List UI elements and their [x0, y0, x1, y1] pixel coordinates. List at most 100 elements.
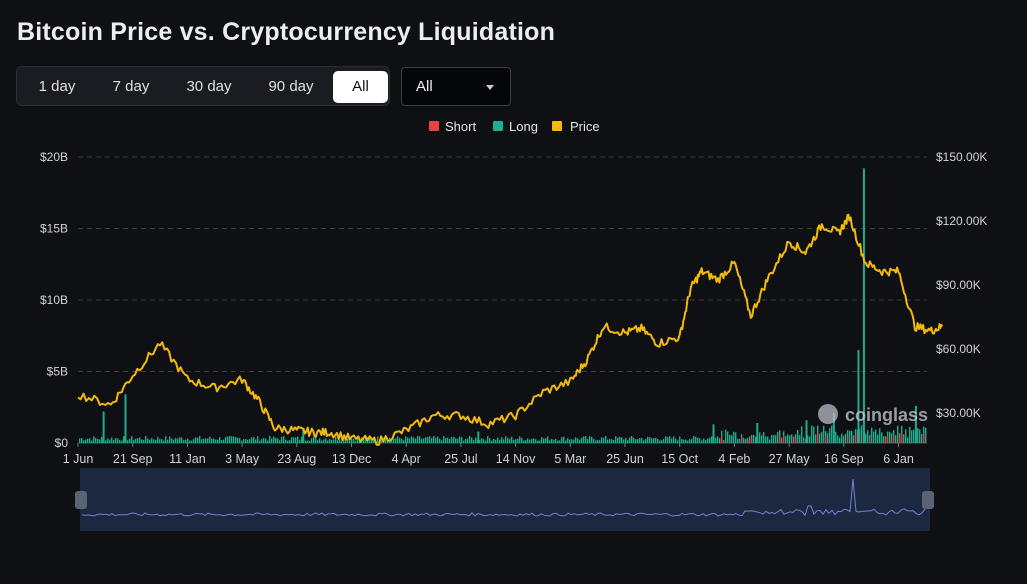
- liquidation-bar: [839, 437, 841, 443]
- liquidation-bar: [425, 437, 427, 443]
- liquidation-bar: [101, 436, 103, 443]
- liquidation-bar: [343, 437, 345, 443]
- liquidation-bar: [345, 440, 347, 443]
- liquidation-bar: [551, 438, 553, 443]
- liquidation-spike: [862, 168, 865, 443]
- liquidation-bar: [669, 436, 671, 443]
- liquidation-bar: [135, 438, 137, 443]
- short-liquidation-bar: [749, 439, 751, 443]
- liquidation-bar: [149, 439, 151, 443]
- liquidation-bar: [111, 437, 113, 443]
- liquidation-bar: [875, 429, 877, 443]
- price-line: [77, 213, 944, 446]
- liquidation-bar: [553, 439, 555, 443]
- liquidation-bar: [201, 439, 203, 443]
- liquidation-bar: [241, 440, 243, 443]
- liquidation-bar: [811, 425, 813, 443]
- liquidation-spike: [805, 420, 808, 443]
- liquidation-bar: [739, 438, 741, 443]
- liquidation-bar: [121, 440, 123, 443]
- tab-30-day[interactable]: 30 day: [186, 78, 232, 95]
- liquidation-bar: [239, 438, 241, 443]
- liquidation-bar: [453, 436, 455, 443]
- liquidation-bar: [393, 438, 395, 443]
- liquidation-bar: [281, 436, 283, 443]
- liquidation-bar: [427, 436, 429, 443]
- liquidation-bar: [143, 440, 145, 443]
- liquidation-bar: [195, 437, 197, 443]
- liquidation-bar: [613, 440, 615, 443]
- exchange-select[interactable]: All: [401, 67, 511, 106]
- liquidation-bar: [619, 436, 621, 443]
- liquidation-bar: [903, 434, 905, 443]
- liquidation-bar: [443, 435, 445, 443]
- range-navigator[interactable]: [75, 468, 934, 531]
- liquidation-bar: [295, 437, 297, 443]
- liquidation-bar: [313, 436, 315, 443]
- liquidation-bar: [907, 437, 909, 443]
- liquidation-bar: [397, 436, 399, 443]
- short-liquidation-bar: [783, 436, 785, 443]
- navigator-left-handle[interactable]: [75, 491, 87, 509]
- liquidation-bar: [193, 438, 195, 443]
- x-axis: 1 Jun 21 Sep 11 Jan 3 May 23 Aug 13 Dec 4 Apr 2…: [63, 443, 914, 466]
- liquidation-bar: [905, 429, 907, 443]
- liquidation-bar: [185, 439, 187, 443]
- short-liquidation-bar: [793, 439, 795, 443]
- liquidation-bar: [139, 437, 141, 443]
- liquidation-bar: [461, 437, 463, 443]
- liquidation-bar: [565, 440, 567, 443]
- liquidation-bar: [745, 439, 747, 443]
- navigator-right-handle[interactable]: [922, 491, 934, 509]
- liquidation-bar: [325, 438, 327, 443]
- tab-7-day[interactable]: 7 day: [112, 78, 150, 95]
- liquidation-bar: [583, 436, 585, 443]
- liquidation-bar: [437, 436, 439, 443]
- short-liquidation-bar: [899, 437, 901, 443]
- liquidation-bar: [369, 437, 371, 443]
- liquidation-bar: [655, 437, 657, 443]
- y-axis-left: $0 $5B $10B $15B $20B: [40, 150, 68, 450]
- tab-1-day[interactable]: 1 day: [38, 78, 76, 95]
- liquidation-bar: [229, 436, 231, 443]
- liquidation-bar: [593, 438, 595, 443]
- liquidation-bar: [209, 436, 211, 443]
- liquidation-bar: [377, 436, 379, 443]
- liquidation-bar: [287, 440, 289, 443]
- liquidation-bar: [543, 438, 545, 443]
- liquidation-bar: [809, 436, 811, 443]
- liquidation-bar: [785, 436, 787, 443]
- x-tick-label: 4 Apr: [392, 452, 421, 466]
- liquidation-bar: [247, 439, 249, 443]
- liquidation-spike: [832, 412, 835, 443]
- legend-short-label[interactable]: Short: [445, 119, 476, 134]
- liquidation-bar: [91, 440, 93, 443]
- liquidation-bar: [411, 436, 413, 443]
- tab-90-day[interactable]: 90 day: [268, 78, 314, 95]
- liquidation-bar: [539, 440, 541, 443]
- tab-all[interactable]: All: [333, 71, 388, 103]
- liquidation-bar: [541, 437, 543, 443]
- liquidation-bar: [797, 429, 799, 443]
- liquidation-bar: [501, 437, 503, 443]
- legend-long-label[interactable]: Long: [509, 119, 538, 134]
- liquidation-bar: [555, 438, 557, 443]
- liquidation-bar: [259, 440, 261, 443]
- liquidation-bar: [767, 436, 769, 443]
- liquidation-bar: [297, 436, 299, 443]
- liquidation-bar: [169, 436, 171, 443]
- liquidation-bar: [83, 440, 85, 443]
- liquidation-bar: [267, 440, 269, 443]
- legend-price-label[interactable]: Price: [570, 119, 600, 134]
- liquidation-bar: [299, 439, 301, 443]
- liquidation-bar: [435, 437, 437, 443]
- liquidation-bar: [545, 438, 547, 443]
- liquidation-bar: [533, 438, 535, 443]
- liquidation-bar: [473, 440, 475, 443]
- liquidation-bar: [587, 438, 589, 443]
- liquidation-bar: [371, 439, 373, 443]
- liquidation-bar: [569, 439, 571, 443]
- liquidation-bar: [471, 437, 473, 443]
- x-tick-label: 27 May: [769, 452, 811, 466]
- liquidation-bar: [431, 438, 433, 443]
